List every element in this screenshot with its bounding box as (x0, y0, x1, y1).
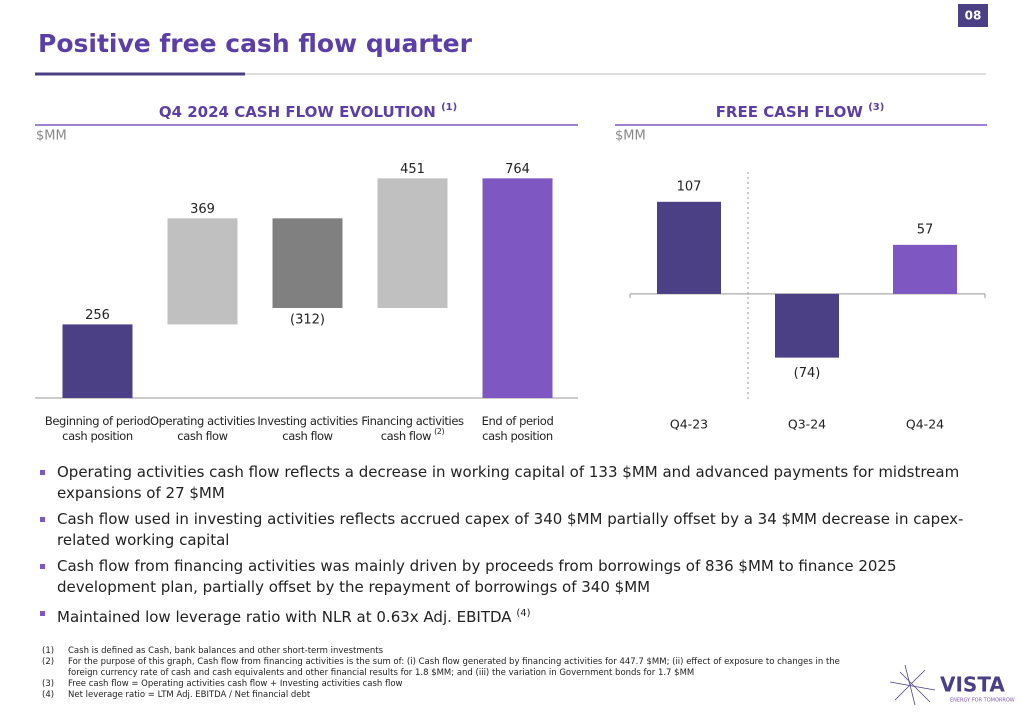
x-tick-line: cash flow (381, 429, 431, 443)
x-tick-label: Q4-23 (670, 417, 708, 432)
x-tick-line: End of period (482, 414, 554, 428)
x-tick-label: Operating activities cash flow (150, 414, 255, 443)
bar (62, 324, 133, 398)
x-tick-line: Beginning of period (45, 414, 150, 428)
footnote-marker: (1) (42, 646, 55, 656)
x-tick-line: Operating activities (150, 414, 255, 428)
x-tick-line: cash flow (177, 429, 227, 443)
bullet-text: Cash flow from financing activities was … (57, 557, 897, 596)
bullet-note: (4) (516, 608, 531, 619)
chart-title: FREE CASH FLOW (3) (716, 102, 885, 121)
bar (377, 178, 448, 309)
chart-title-text: FREE CASH FLOW (716, 103, 864, 121)
logo-star (889, 664, 936, 706)
page-badge (958, 4, 988, 27)
value-label: 256 (85, 308, 110, 323)
x-tick-label: Beginning of period cash position (45, 414, 150, 443)
footnotes: (1) Cash is defined as Cash, bank balance… (42, 646, 872, 701)
slide-title: Positive free cash flow quarter (38, 29, 473, 58)
bullet-text: Cash flow used in investing activities r… (57, 510, 964, 549)
logo-tagline: ENERGY FOR TOMORROW (950, 698, 1015, 704)
bar (272, 218, 343, 309)
x-tick-line: Financing activities (361, 414, 464, 428)
y-axis-label: $MM (615, 129, 646, 144)
footnote-marker: (3) (42, 679, 55, 689)
x-tick-label: Q4-24 (906, 417, 944, 432)
value-label: 764 (505, 162, 530, 177)
value-label: 451 (400, 162, 425, 177)
bullet: Maintained low leverage ratio with NLR a… (40, 603, 975, 628)
x-tick-line: cash position (62, 429, 133, 443)
footnote: (1) Cash is defined as Cash, bank balance… (42, 646, 872, 657)
bullet: Cash flow used in investing activities r… (40, 509, 975, 551)
bullet-list: Operating activities cash flow reflects … (40, 462, 975, 633)
value-label: (74) (794, 366, 821, 381)
footnote-marker: (4) (42, 690, 55, 700)
bullet: Cash flow from financing activities was … (40, 556, 975, 598)
footnote-text: Net leverage ratio = LTM Adj. EBITDA / N… (68, 690, 311, 700)
value-label: 107 (677, 179, 702, 194)
x-tick-line: cash flow (282, 429, 332, 443)
logo: VISTA ENERGY FOR TOMORROW (889, 664, 1015, 706)
chart-title-note: (1) (441, 102, 457, 113)
footnote-text: For the purpose of this graph, Cash flow… (68, 657, 840, 678)
footnote: (3) Free cash flow = Operating activities… (42, 679, 872, 690)
x-tick-label: Investing activities cash flow (257, 414, 358, 443)
value-label: (312) (290, 313, 325, 328)
footnote: (2) For the purpose of this graph, Cash f… (42, 657, 872, 679)
x-tick-note: (2) (434, 427, 444, 436)
footnote: (4) Net leverage ratio = LTM Adj. EBITDA … (42, 690, 872, 701)
footnote-text: Free cash flow = Operating activities ca… (68, 679, 403, 689)
footnote-marker: (2) (42, 657, 55, 667)
x-tick-label: End of period cash position (482, 414, 554, 443)
bullet: Operating activities cash flow reflects … (40, 462, 975, 504)
value-label: 369 (190, 202, 215, 217)
logo-name: VISTA (940, 673, 1005, 697)
page-number: 08 (965, 9, 982, 23)
bar (657, 201, 721, 294)
x-tick-label: Q3-24 (788, 417, 826, 432)
footnote-text: Cash is defined as Cash, bank balances a… (68, 646, 384, 656)
bar (893, 244, 957, 294)
bar (775, 293, 839, 358)
bar (482, 178, 553, 398)
bar (167, 218, 238, 325)
bullet-text: Maintained low leverage ratio with NLR a… (57, 608, 512, 626)
value-label: 57 (917, 222, 934, 237)
y-axis-label: $MM (36, 129, 67, 144)
chart-title-text: Q4 2024 CASH FLOW EVOLUTION (159, 103, 436, 121)
chart-title: Q4 2024 CASH FLOW EVOLUTION (1) (159, 102, 457, 121)
x-tick-line: Investing activities (257, 414, 358, 428)
bullet-text: Operating activities cash flow reflects … (57, 463, 960, 502)
x-tick-label: Financing activities cash flow (2) (361, 414, 464, 443)
chart-title-note: (3) (868, 102, 884, 113)
x-tick-line: cash position (482, 429, 553, 443)
